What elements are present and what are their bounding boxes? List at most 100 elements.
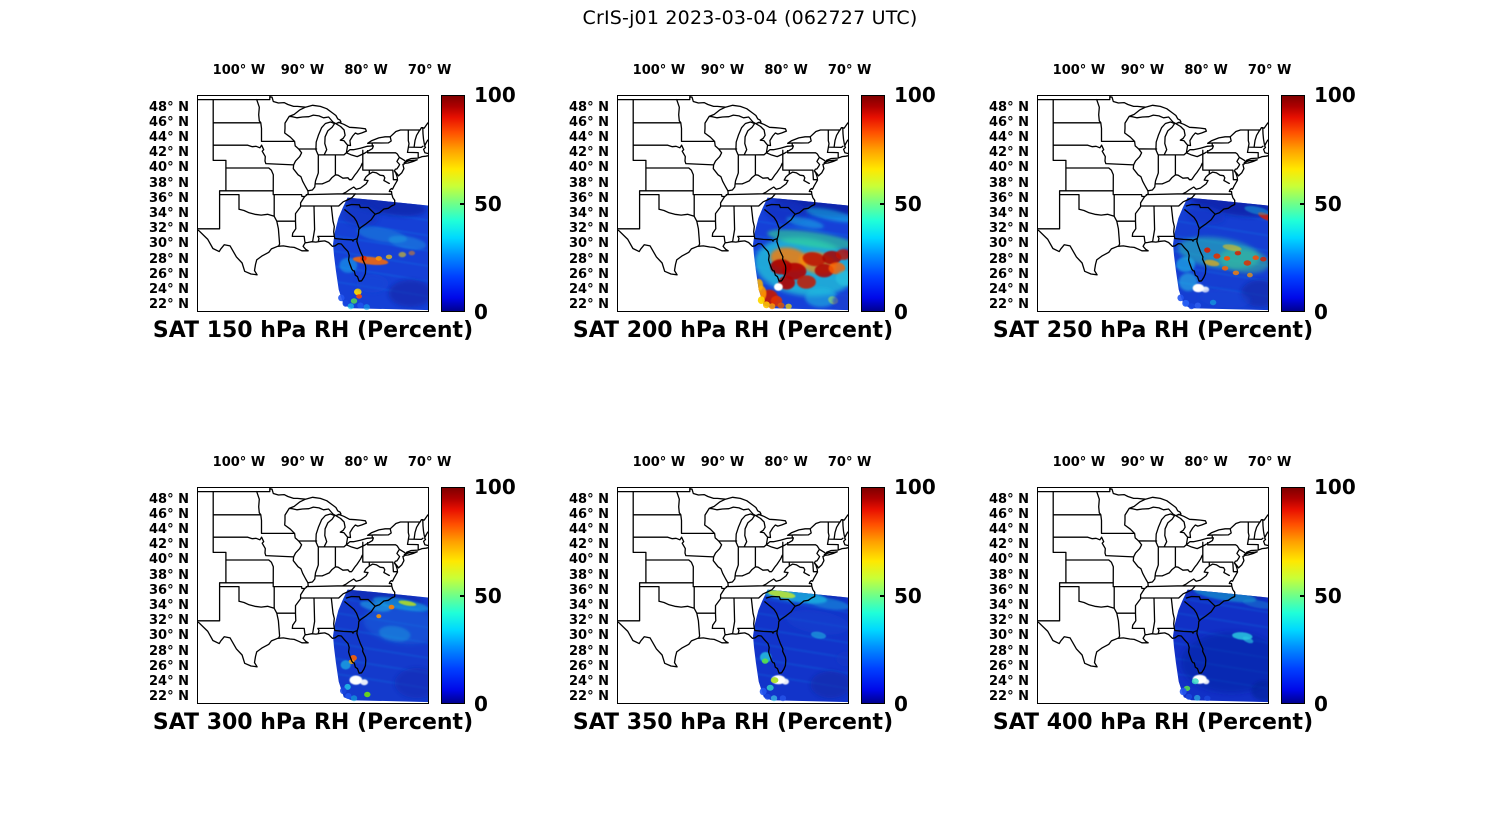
panel-title: SAT 250 hPa RH (Percent): [992, 318, 1314, 343]
panel-title: SAT 400 hPa RH (Percent): [992, 710, 1314, 735]
lat-tick-label: 34° N: [149, 206, 189, 222]
figure-title: CrIS-j01 2023-03-04 (062727 UTC): [582, 7, 918, 29]
colorbar-tick-label: 0: [1314, 300, 1328, 324]
lat-tick-label: 24° N: [569, 282, 609, 298]
lat-tick-label: 44° N: [149, 130, 189, 146]
lat-tick-label: 42° N: [149, 145, 189, 161]
lat-tick-label: 38° N: [149, 175, 189, 191]
lat-tick-label: 44° N: [149, 522, 189, 538]
colorbar-tick-label: 50: [894, 191, 922, 216]
lat-tick-label: 22° N: [989, 689, 1029, 705]
panel-title: SAT 150 hPa RH (Percent): [152, 318, 474, 343]
lat-tick-label: 48° N: [989, 491, 1029, 507]
lat-tick-label: 40° N: [989, 552, 1029, 568]
colorbar-tick-label: 0: [1314, 692, 1328, 716]
colorbar-tick-label: 100: [894, 83, 936, 107]
lat-tick-label: 32° N: [989, 221, 1029, 237]
lat-tick-label: 40° N: [989, 160, 1029, 176]
lat-tick-label: 28° N: [989, 251, 1029, 267]
lat-tick-label: 46° N: [569, 114, 609, 130]
lat-tick-label: 42° N: [569, 537, 609, 553]
lat-tick-label: 32° N: [569, 613, 609, 629]
lon-tick-label: 100° W: [1052, 63, 1106, 78]
lat-tick-label: 22° N: [569, 689, 609, 705]
lat-tick-label: 28° N: [989, 643, 1029, 659]
lat-tick-label: 22° N: [989, 297, 1029, 313]
colorbar-tick-50: [1300, 595, 1305, 597]
lon-tick-label: 100° W: [1052, 455, 1106, 470]
lat-tick-label: 44° N: [989, 130, 1029, 146]
lon-tick-label: 70° W: [827, 63, 872, 78]
lat-tick-label: 46° N: [989, 114, 1029, 130]
lon-tick-label: 80° W: [344, 455, 388, 470]
lon-tick-label: 100° W: [632, 455, 686, 470]
colorbar-tick-label: 100: [1314, 83, 1356, 107]
lat-tick-label: 42° N: [569, 145, 609, 161]
panel-title: SAT 350 hPa RH (Percent): [572, 710, 894, 735]
lon-tick-label: 90° W: [280, 455, 325, 470]
lat-tick-label: 22° N: [149, 689, 189, 705]
lat-tick-label: 34° N: [149, 598, 189, 614]
lat-tick-label: 48° N: [569, 99, 609, 115]
map-panel-200hpa: 100° W 90° W 80° W 70° W 48° N 46° N 44° N 42° …: [557, 55, 939, 357]
lat-tick-label: 48° N: [989, 99, 1029, 115]
lat-tick-label: 24° N: [989, 674, 1029, 690]
map-canvas-150hpa: [197, 95, 429, 312]
colorbar-tick-label: 100: [894, 475, 936, 499]
map-canvas-250hpa: [1037, 95, 1269, 312]
lon-tick-label: 90° W: [700, 63, 745, 78]
lon-tick-label: 100° W: [212, 455, 266, 470]
lat-tick-label: 34° N: [989, 206, 1029, 222]
lon-tick-label: 90° W: [280, 63, 325, 78]
lat-tick-label: 46° N: [149, 506, 189, 522]
colorbar-tick-50: [1300, 203, 1305, 205]
lat-tick-label: 28° N: [149, 251, 189, 267]
colorbar-tick-50: [880, 203, 885, 205]
lon-tick-label: 90° W: [1120, 455, 1165, 470]
colorbar-tick-label: 0: [474, 692, 488, 716]
lat-tick-label: 32° N: [989, 613, 1029, 629]
lat-tick-label: 42° N: [989, 145, 1029, 161]
lat-tick-label: 30° N: [149, 628, 189, 644]
lat-tick-label: 48° N: [149, 491, 189, 507]
lon-tick-label: 80° W: [764, 455, 808, 470]
lat-tick-label: 40° N: [569, 552, 609, 568]
lon-tick-label: 80° W: [764, 63, 808, 78]
lat-tick-label: 44° N: [989, 522, 1029, 538]
colorbar-tick-50: [460, 595, 465, 597]
lat-tick-label: 24° N: [569, 674, 609, 690]
lat-tick-label: 24° N: [149, 282, 189, 298]
lat-tick-label: 38° N: [569, 567, 609, 583]
lat-tick-label: 46° N: [989, 506, 1029, 522]
colorbar-tick-label: 0: [474, 300, 488, 324]
lon-tick-label: 70° W: [407, 63, 452, 78]
lat-tick-label: 30° N: [989, 236, 1029, 252]
map-canvas-200hpa: [617, 95, 849, 312]
lat-tick-label: 32° N: [149, 613, 189, 629]
lon-tick-label: 70° W: [1247, 455, 1292, 470]
lat-tick-label: 36° N: [569, 582, 609, 598]
lat-tick-label: 40° N: [149, 160, 189, 176]
lon-tick-label: 70° W: [407, 455, 452, 470]
lat-tick-label: 22° N: [569, 297, 609, 313]
lat-tick-label: 38° N: [569, 175, 609, 191]
lat-tick-label: 44° N: [569, 130, 609, 146]
lat-tick-label: 30° N: [569, 628, 609, 644]
lon-tick-label: 70° W: [1247, 63, 1292, 78]
lat-tick-label: 28° N: [149, 643, 189, 659]
lat-tick-label: 36° N: [989, 582, 1029, 598]
colorbar-tick-label: 100: [1314, 475, 1356, 499]
lat-tick-label: 36° N: [569, 190, 609, 206]
colorbar-tick-label: 50: [1314, 191, 1342, 216]
lat-tick-label: 48° N: [149, 99, 189, 115]
lat-tick-label: 38° N: [989, 175, 1029, 191]
lon-tick-label: 100° W: [212, 63, 266, 78]
lat-tick-label: 26° N: [149, 658, 189, 674]
lat-tick-label: 42° N: [989, 537, 1029, 553]
lon-tick-label: 70° W: [827, 455, 872, 470]
map-canvas-300hpa: [197, 487, 429, 704]
colorbar-tick-label: 0: [894, 300, 908, 324]
colorbar-tick-label: 100: [474, 83, 516, 107]
lon-tick-label: 80° W: [344, 63, 388, 78]
lat-tick-label: 46° N: [149, 114, 189, 130]
